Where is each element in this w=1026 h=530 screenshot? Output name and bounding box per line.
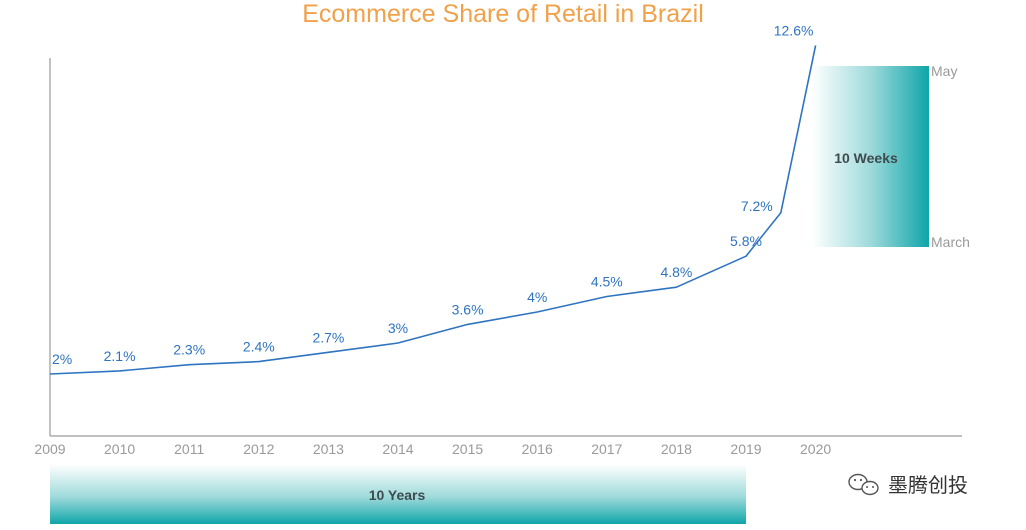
x-tick-label: 2009 [34, 441, 65, 457]
weeks-band-label: 10 Weeks [834, 150, 898, 166]
data-label: 2.7% [312, 329, 344, 345]
data-label: 3% [388, 320, 408, 336]
x-tick-label: 2012 [243, 441, 274, 457]
x-tick-label: 2020 [800, 441, 831, 457]
data-label: 4.5% [591, 274, 623, 290]
x-tick-label: 2016 [522, 441, 553, 457]
data-label: 5.8% [730, 233, 762, 249]
series-line-ecommerce-share [49, 45, 817, 375]
data-label: 2.4% [243, 339, 275, 355]
x-tick-label: 2015 [452, 441, 483, 457]
years-band [50, 464, 746, 524]
data-label: 7.2% [741, 198, 773, 214]
x-tick-label: 2018 [661, 441, 692, 457]
data-label: 4.8% [660, 264, 692, 280]
data-label: 2.1% [104, 348, 136, 364]
weeks-band [812, 66, 929, 247]
x-tick-label: 2010 [104, 441, 135, 457]
chart-title: Ecommerce Share of Retail in Brazil [302, 0, 704, 28]
data-label: 3.6% [452, 301, 484, 317]
x-tick-label: 2019 [730, 441, 761, 457]
data-label: 2.3% [173, 342, 205, 358]
data-label: 4% [527, 289, 547, 305]
x-tick-label: 2011 [174, 441, 204, 457]
years-band-label: 10 Years [369, 487, 426, 503]
x-tick-label: 2014 [382, 441, 413, 457]
watermark: 墨腾创投 [848, 473, 968, 497]
data-label: 12.6% [774, 22, 814, 38]
x-tick-label: 2013 [313, 441, 344, 457]
data-labels: 2% 2.1% 2.3% 2.4% 2.7% 3% 3.6% 4% 4.5% 4.8% 5.8% 7.… [52, 22, 813, 367]
weeks-band-bottom-label: March [931, 234, 970, 250]
wechat-icon [848, 473, 879, 496]
weeks-band-top-label: May [931, 63, 957, 79]
watermark-text: 墨腾创投 [888, 473, 968, 497]
x-tick-label: 2017 [591, 441, 622, 457]
x-tick-labels: 2009 2010 2011 2012 2013 2014 2015 2016 2017 2018… [34, 441, 831, 457]
data-label: 2% [52, 351, 72, 367]
